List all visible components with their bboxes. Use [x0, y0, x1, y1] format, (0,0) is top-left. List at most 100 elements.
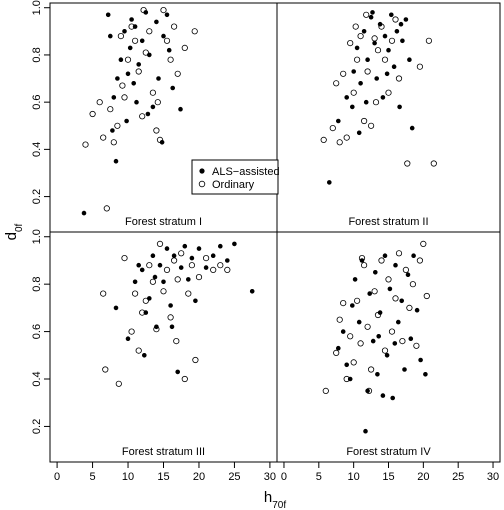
panels-layer: Forest stratum I Forest stratum II Forest … [81, 7, 437, 458]
x-tick-label: 30 [264, 471, 276, 483]
ordinary-point [181, 44, 188, 52]
als-assisted-point [402, 367, 407, 372]
als-assisted-point [166, 47, 172, 53]
ordinary-point [413, 342, 420, 349]
als-assisted-point [349, 303, 355, 308]
als-assisted-point [142, 352, 147, 358]
als-assisted-point [154, 19, 159, 25]
als-assisted-point [171, 253, 177, 258]
panel-stratum-4: Forest stratum IV [322, 240, 431, 458]
x-tick-label: 30 [487, 471, 499, 483]
ordinary-point [102, 366, 109, 373]
ordinary-point [132, 37, 139, 44]
ordinary-point [128, 23, 135, 30]
als-assisted-point [380, 95, 386, 100]
als-assisted-point [225, 258, 230, 263]
als-assisted-point [196, 246, 202, 251]
als-assisted-point [161, 279, 166, 285]
als-assisted-point [376, 333, 382, 339]
ordinary-point [167, 314, 174, 321]
als-assisted-point [113, 305, 119, 311]
als-assisted-point [399, 298, 405, 304]
als-assisted-point [136, 262, 141, 268]
als-assisted-point [365, 57, 370, 63]
y-tick-label: 0.8 [31, 47, 43, 62]
als-assisted-point [193, 298, 198, 304]
ordinary-point [132, 290, 139, 297]
ordinary-point [195, 273, 203, 281]
ordinary-point [385, 89, 392, 96]
als-assisted-point [407, 57, 412, 63]
als-assisted-point [403, 17, 409, 22]
als-assisted-point [349, 104, 355, 110]
als-assisted-point [382, 253, 388, 258]
als-assisted-point [182, 243, 188, 249]
ordinary-point [416, 257, 423, 264]
als-assisted-point [118, 57, 124, 63]
als-assisted-point [387, 286, 393, 292]
ordinary-point [192, 356, 199, 364]
ordinary-point [156, 136, 164, 143]
x-tick-label: 20 [193, 471, 205, 483]
als-assisted-point [392, 341, 398, 346]
ordinary-point [89, 110, 96, 118]
ordinary-point [142, 49, 149, 56]
ordinary-point [117, 32, 125, 40]
als-assisted-point [127, 45, 133, 51]
ordinary-point [178, 250, 185, 257]
als-assisted-point [147, 52, 152, 58]
ordinary-point [423, 292, 430, 300]
ordinary-point [210, 266, 217, 273]
ordinary-point [395, 250, 403, 257]
als-assisted-point [150, 104, 156, 110]
ordinary-series [100, 240, 231, 387]
x-tick-label: 5 [90, 471, 96, 483]
ordinary-point [374, 311, 382, 319]
ordinary-point [163, 266, 171, 273]
ordinary-point [100, 290, 107, 297]
ordinary-point [378, 257, 385, 264]
als-assisted-point [218, 243, 223, 249]
ordinary-point [115, 380, 122, 387]
ordinary-point [392, 295, 399, 302]
als-assisted-point [340, 329, 346, 334]
ordinary-point [139, 113, 146, 120]
ordinary-point [149, 89, 156, 96]
ordinary-point [381, 347, 389, 354]
ordinary-point [174, 70, 181, 77]
ordinary-point [224, 266, 231, 273]
als-assisted-point [178, 106, 183, 112]
panel-label: Forest stratum II [348, 216, 428, 228]
als-assisted-point [210, 253, 216, 258]
als-assisted-point [393, 262, 398, 268]
ordinary-point [163, 37, 171, 44]
ordinary-point [103, 205, 110, 212]
ordinary-point [156, 240, 164, 247]
als-assisted-point [164, 12, 170, 18]
als-assisted-point [354, 45, 360, 51]
ordinary-point [181, 375, 188, 383]
ordinary-point [350, 89, 357, 96]
ordinary-point [128, 328, 135, 335]
ordinary-point [333, 349, 340, 356]
ordinary-point [173, 337, 180, 345]
ordinary-point [140, 7, 147, 14]
y-tick-label: 1.0 [31, 0, 43, 15]
als-assisted-point [409, 125, 415, 131]
als-assisted-point [388, 12, 394, 18]
panel-stratum-2: Forest stratum II [320, 10, 437, 228]
ordinary-point [343, 134, 350, 141]
als-assisted-point [161, 33, 166, 39]
als-assisted-point [411, 253, 416, 258]
als-assisted-point [152, 274, 158, 280]
als-assisted-point [380, 393, 386, 398]
ordinary-point [322, 387, 329, 394]
als-assisted-point [391, 64, 397, 69]
legend-label: Ordinary [212, 179, 255, 191]
y-tick-label: 1.0 [31, 229, 43, 244]
ordinary-point [385, 276, 392, 283]
ordinary-point [174, 276, 181, 283]
als-assisted-point [124, 118, 129, 124]
als-assisted-series [335, 253, 428, 434]
